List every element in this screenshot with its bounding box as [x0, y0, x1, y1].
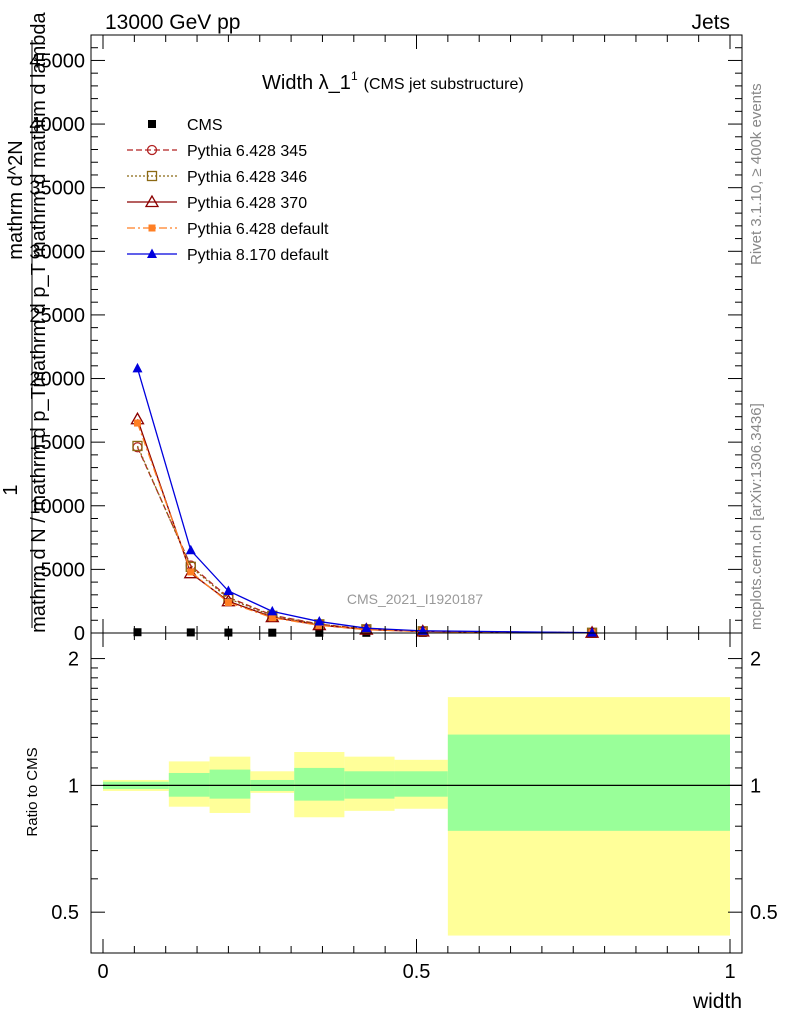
ratio-y-tick-label-right: 0.5	[750, 902, 778, 924]
ratio-y-axis-label: Ratio to CMS	[24, 747, 41, 836]
marker-triangle	[223, 585, 234, 596]
ratio-plot-panel: 0.5 0.5 1 1 2 2 0 0.5 1 Ratio to CMS width	[24, 632, 778, 1013]
marker-triangle-open	[144, 194, 160, 208]
y-tick-label: 40000	[29, 114, 85, 136]
legend-item-pdefault: Pythia 6.428 default	[127, 221, 329, 238]
legend-item-p345: Pythia 6.428 345	[127, 143, 307, 160]
marker-square	[133, 628, 142, 637]
legend-label: Pythia 8.170 default	[187, 247, 329, 264]
x-tick-label: 0	[97, 961, 108, 983]
legend-label: Pythia 6.428 370	[187, 195, 307, 212]
ratio-y-tick-label-right: 1	[750, 775, 761, 797]
y-tick-label: 15000	[29, 432, 85, 454]
legend-item-p370: Pythia 6.428 370	[127, 194, 307, 212]
marker-triangle	[417, 625, 428, 635]
series-p8	[132, 362, 598, 637]
series-p346	[132, 440, 598, 638]
marker-triangle	[267, 605, 278, 616]
ratio-band-inner	[294, 767, 345, 801]
x-axis-label: width	[692, 990, 742, 1013]
main-y-axis-label: 1 mathrm d N / mathrm d p_T mathrm d^2N …	[0, 11, 50, 632]
marker-triangle	[361, 622, 372, 633]
x-tick-label: 0.5	[403, 961, 431, 983]
marker-square-open	[146, 170, 158, 182]
ratio-y-tick-label: 0.5	[51, 902, 79, 924]
svg-text:mathrm d p_T mathrm d mathrm d: mathrm d p_T mathrm d mathrm d lambda	[28, 11, 50, 387]
ratio-y-tick-label-right: 2	[750, 649, 761, 671]
svg-text:mathrm d N / mathrm d p_T: mathrm d N / mathrm d p_T	[28, 387, 50, 633]
ratio-band-inner	[447, 734, 730, 831]
marker-triangle	[587, 627, 598, 637]
marker-square	[186, 628, 195, 637]
main-plot-title: Width λ_11 (CMS jet substructure)	[262, 69, 524, 94]
marker-square	[148, 120, 156, 128]
series-line-pdefault	[136, 422, 593, 634]
svg-text:mathrm d^2N: mathrm d^2N	[5, 140, 27, 259]
series-p345	[132, 442, 598, 638]
marker-square	[224, 598, 232, 606]
rivet-version-label: Rivet 3.1.10, ≥ 400k events	[748, 83, 765, 265]
ratio-y-tick-label: 1	[68, 775, 79, 797]
marker-triangle	[132, 362, 143, 373]
legend: CMS Pythia 6.428 345 Pythia 6.428 346 Pythi…	[127, 117, 329, 264]
watermark-label: CMS_2021_I1920187	[347, 591, 483, 607]
header-energy-label: 13000 GeV pp	[105, 11, 240, 34]
legend-item-cms: CMS	[148, 117, 223, 134]
header-process-label: Jets	[691, 11, 730, 34]
y-tick-label: 35000	[29, 178, 85, 200]
y-tick-label: 45000	[29, 50, 85, 72]
legend-label: Pythia 6.428 default	[187, 221, 329, 238]
marker-square	[268, 614, 276, 622]
legend-item-p8: Pythia 8.170 default	[127, 247, 329, 264]
y-tick-label: 30000	[29, 241, 85, 263]
marker-circle-open	[146, 144, 158, 156]
main-plot-panel: 0 5000 10000 15000 20000 25000 30000 35000 40000…	[29, 34, 743, 645]
legend-label: Pythia 6.428 346	[187, 169, 307, 186]
ratio-band-inner	[394, 771, 448, 797]
series-line-p346	[136, 445, 593, 634]
legend-label: CMS	[187, 117, 223, 134]
y-tick-label: 0	[74, 623, 85, 645]
marker-triangle	[185, 544, 196, 555]
marker-triangle	[147, 248, 157, 258]
marker-square-open	[132, 440, 143, 452]
marker-square	[133, 419, 141, 427]
marker-square	[187, 568, 195, 576]
legend-label: Pythia 6.428 345	[187, 143, 307, 160]
y-tick-label: 20000	[29, 369, 85, 391]
marker-triangle	[314, 616, 325, 626]
x-tick-label: 1	[724, 961, 735, 983]
svg-text:1: 1	[0, 484, 22, 495]
ratio-band-inner	[209, 769, 251, 799]
series-line-p8	[136, 368, 593, 634]
y-tick-label: 10000	[29, 496, 85, 518]
series-line-p345	[136, 446, 593, 634]
legend-item-p346: Pythia 6.428 346	[127, 169, 307, 186]
y-tick-label: 5000	[41, 559, 86, 581]
mcplots-label: mcplots.cern.ch [arXiv:1306.3436]	[748, 403, 765, 630]
ratio-y-tick-label: 2	[68, 649, 79, 671]
y-tick-label: 25000	[29, 305, 85, 327]
marker-square	[148, 224, 156, 232]
